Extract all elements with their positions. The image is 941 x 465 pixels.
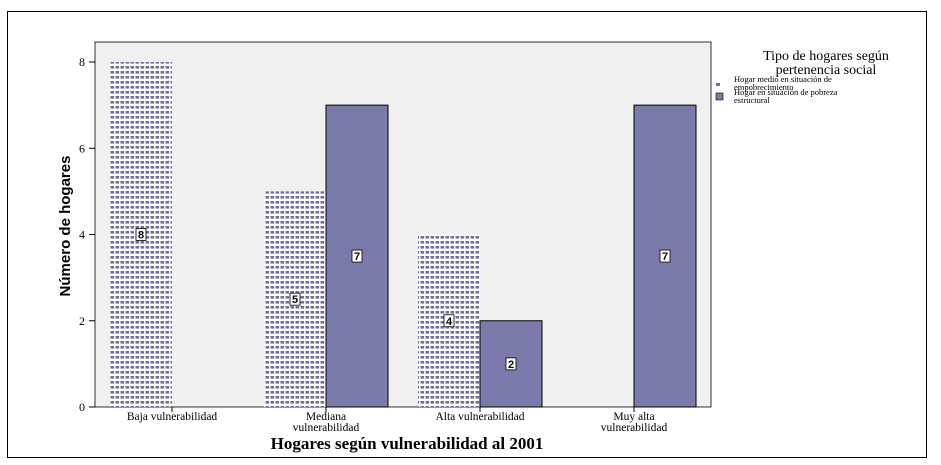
y-axis-label: Número de hogares [57, 156, 74, 297]
legend-title: Tipo de hogares según pertenencia social [763, 49, 889, 78]
y-tick-label: 6 [79, 141, 85, 155]
bar-value-label: 7 [659, 249, 671, 263]
x-axis-label: Hogares según vulnerabilidad al 2001 [271, 434, 544, 453]
svg-text:7: 7 [354, 251, 360, 263]
svg-text:5: 5 [292, 294, 298, 306]
y-tick-label: 2 [79, 314, 85, 328]
bar-value-label: 5 [289, 292, 301, 306]
plot-area [94, 41, 712, 408]
legend-swatch [716, 83, 720, 86]
y-tick-label: 0 [79, 400, 85, 414]
y-tick-label: 8 [79, 55, 85, 69]
x-tick-label: Mediana vulnerabilidad [293, 411, 360, 434]
y-tick-label: 4 [79, 228, 85, 242]
x-tick-label: Alta vulnerabilidad [435, 411, 524, 423]
legend-label: Hogar en situación de pobreza estructural [734, 87, 838, 105]
x-tick-label: Muy alta vulnerabilidad [601, 411, 668, 434]
svg-text:7: 7 [662, 251, 668, 263]
svg-text:4: 4 [446, 316, 453, 328]
legend-item: Hogar medio en situación de empobrecimien… [716, 74, 832, 92]
legend: Tipo de hogares según pertenencia socialH… [715, 49, 889, 105]
svg-text:2: 2 [508, 359, 514, 371]
bar-value-label: 8 [135, 228, 147, 242]
legend-item: Hogar en situación de pobreza estructural [715, 87, 838, 105]
bar-value-label: 4 [443, 314, 455, 328]
bar-value-label: 2 [505, 357, 517, 371]
svg-text:8: 8 [138, 230, 144, 242]
x-tick-label: Baja vulnerabilidad [127, 411, 218, 423]
legend-label: Hogar medio en situación de empobrecimien… [734, 74, 832, 92]
bar-value-label: 7 [351, 249, 363, 263]
legend-swatch [715, 92, 724, 101]
